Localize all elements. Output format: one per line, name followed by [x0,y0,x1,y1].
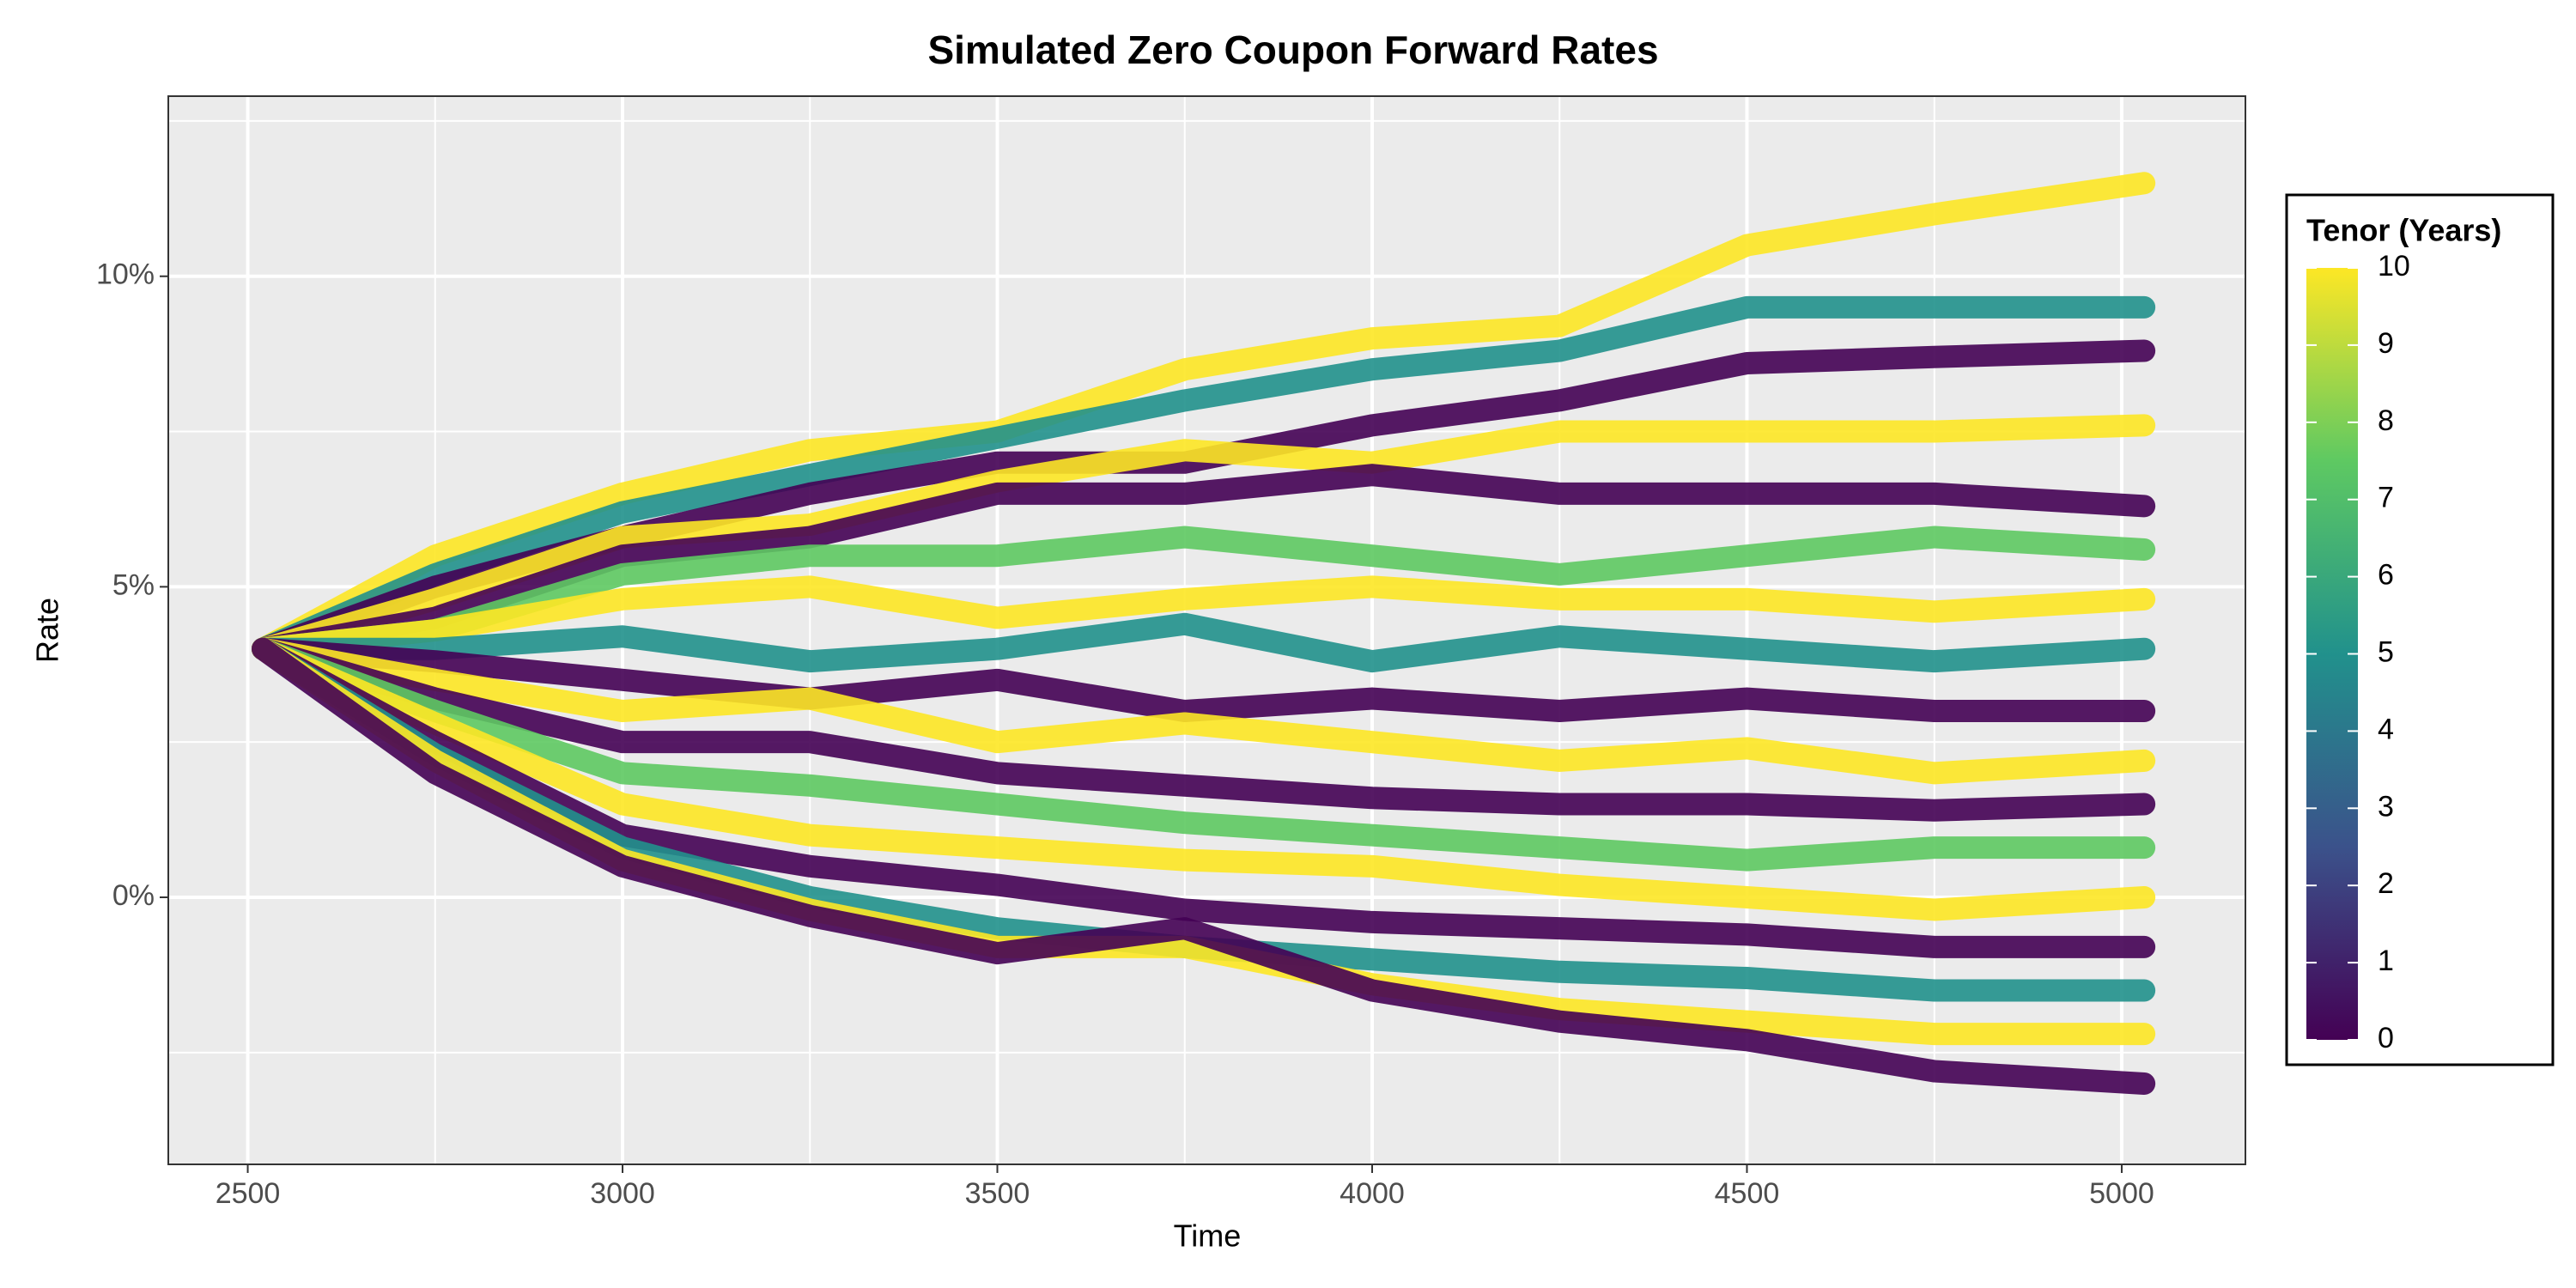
rate-path [251,295,2156,660]
colorbar-label: 7 [2378,482,2394,514]
y-axis-title: Rate [30,598,65,663]
x-axis-title: Time [1174,1218,1242,1254]
colorbar-label: 6 [2378,559,2394,592]
y-tick-label: 5% [112,568,155,601]
rate-path [251,637,2156,872]
rate-path [251,637,2156,822]
colorbar-label: 0 [2378,1022,2394,1054]
rate-path [251,575,2156,660]
chart-title: Simulated Zero Coupon Forward Rates [927,27,1658,72]
x-tick-label: 4000 [1340,1177,1405,1210]
colorbar-label: 3 [2378,790,2394,823]
x-tick-label: 5000 [2089,1177,2154,1210]
rate-path [251,637,2156,921]
x-tick-label: 3000 [590,1177,655,1210]
rate-path [251,637,2156,723]
colorbar-label: 10 [2378,250,2410,283]
rate-path [251,637,2156,1095]
rate-path [251,637,2156,785]
colorbar-label: 8 [2378,404,2394,437]
panel-border [167,95,2246,1165]
rate-path [251,414,2156,660]
colorbar-label: 2 [2378,867,2394,900]
y-tick-label: 10% [96,258,155,291]
rate-path [251,526,2156,660]
rate-path [251,612,2156,673]
legend-title: Tenor (Years) [2306,213,2501,248]
y-tick-label: 0% [112,879,155,912]
colorbar-label: 9 [2378,327,2394,360]
rate-path [251,464,2156,660]
colorbar-label: 5 [2378,635,2394,668]
x-tick-label: 3500 [965,1177,1030,1210]
x-tick-label: 2500 [216,1177,281,1210]
rate-path [251,172,2156,660]
colorbar-label: 4 [2378,713,2394,745]
x-tick-label: 4500 [1715,1177,1780,1210]
colorbar-label: 1 [2378,945,2394,977]
